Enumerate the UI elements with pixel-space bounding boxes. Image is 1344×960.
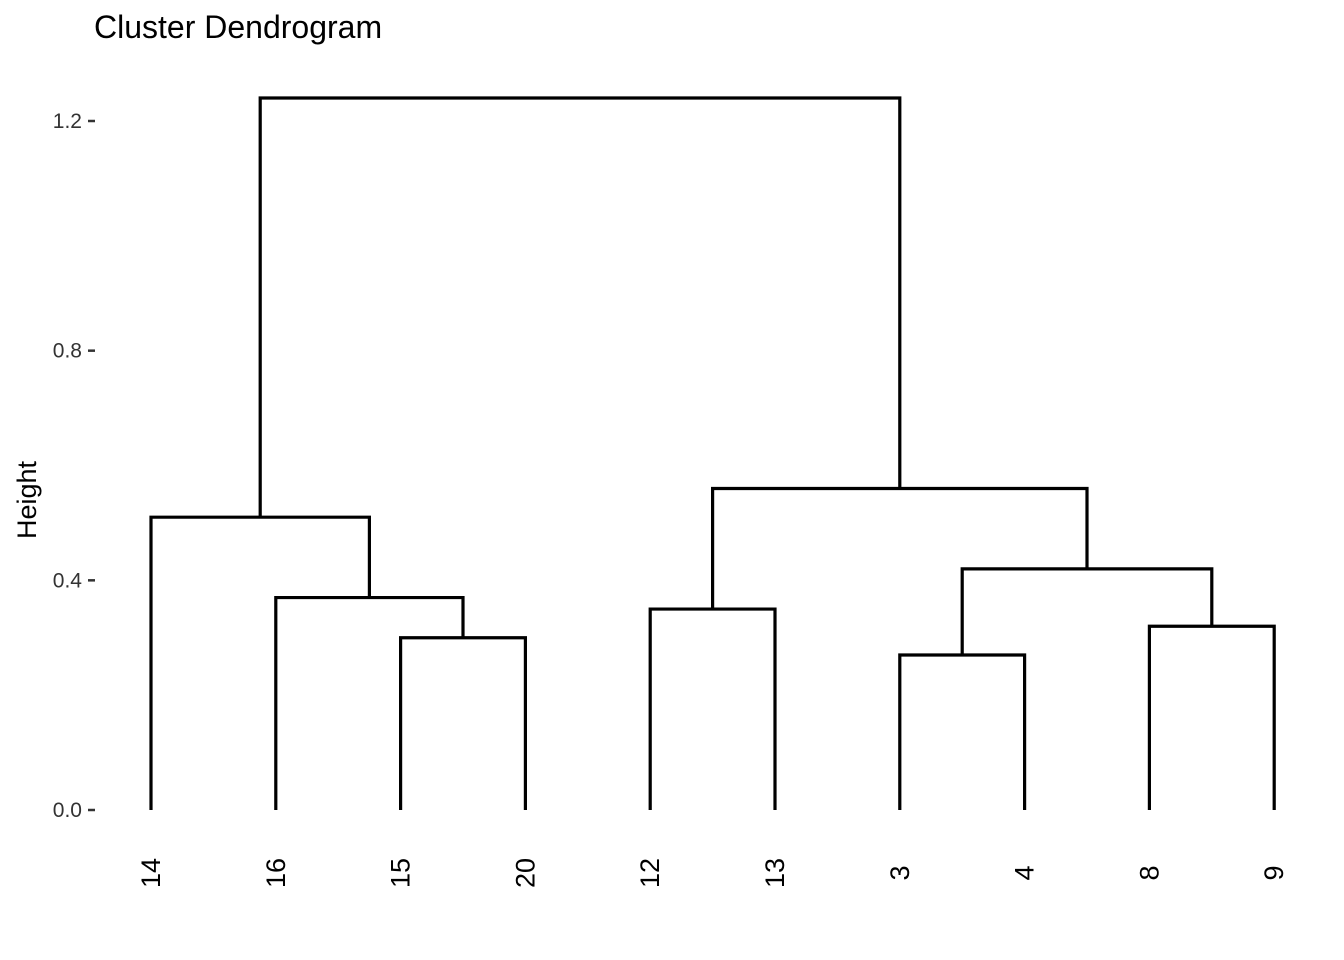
dendrogram-merge [711,486,1089,610]
leaf-label: 16 [261,858,291,888]
y-tick-label: 0.0 [53,799,82,822]
leaf-label: 9 [1259,865,1289,880]
leaf-label: 4 [1010,865,1040,880]
y-tick-label: 0.4 [53,569,83,592]
leaf-label: 12 [635,858,665,888]
y-axis: 0.0 0.4 0.8 1.2 [53,110,95,822]
y-tick-label: 0.8 [53,340,82,363]
chart-title: Cluster Dendrogram [94,9,382,45]
leaf-labels: 14 16 15 20 12 13 3 4 8 9 [136,858,1289,888]
leaf-label: 20 [510,858,540,888]
dendrogram-merge [399,636,527,810]
leaf-label: 13 [760,858,790,888]
dendrogram-merge [258,96,902,518]
leaf-label: 15 [386,858,416,888]
dendrogram-branches [149,96,1276,810]
y-tick-label: 1.2 [53,110,82,133]
dendrogram-merge [149,515,371,810]
dendrogram-merge [960,567,1214,655]
dendrogram-merge [648,607,777,810]
leaf-label: 3 [885,865,915,880]
leaf-label: 14 [136,858,166,888]
y-axis-label: Height [12,460,42,539]
dendrogram-merge [1147,624,1276,810]
leaf-label: 8 [1134,865,1164,880]
dendrogram-merge [274,595,465,810]
dendrogram-merge [898,653,1027,810]
